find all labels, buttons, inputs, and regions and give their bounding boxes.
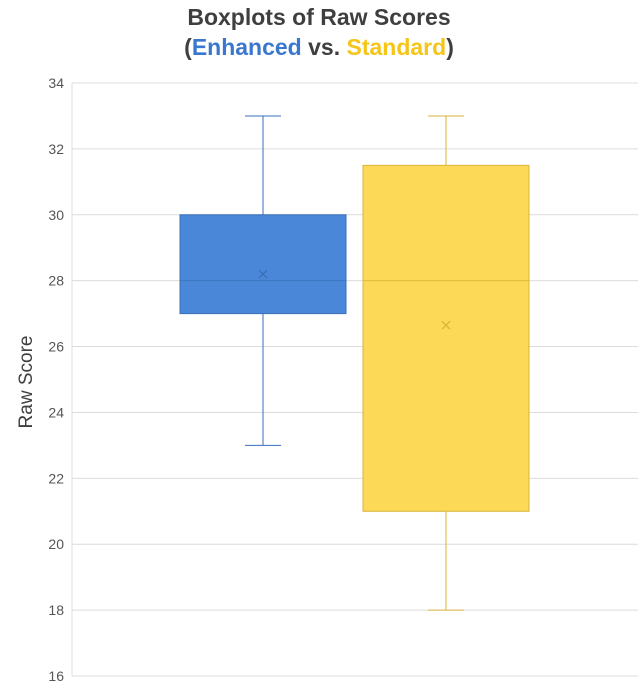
mean-marker-stroke-b (258, 269, 268, 279)
y-tick-16: 16 (48, 668, 64, 684)
box-standard (362, 115, 530, 611)
y-tick-30: 30 (48, 207, 64, 223)
close-paren: ) (446, 34, 454, 60)
y-tick-26: 26 (48, 339, 64, 355)
vs-label: vs. (301, 34, 347, 60)
y-tick-32: 32 (48, 141, 64, 157)
group-b-label: Standard (346, 34, 447, 60)
chart-title: Boxplots of Raw Scores (187, 4, 451, 30)
open-paren: ( (184, 34, 192, 60)
mean-marker-enhanced (258, 269, 268, 279)
y-tick-24: 24 (48, 404, 64, 420)
group-a-label: Enhanced (191, 34, 302, 60)
y-tick-34: 34 (48, 75, 64, 91)
y-tick-18: 18 (48, 602, 64, 618)
iqr-box-enhanced (179, 214, 347, 315)
box-series (179, 115, 530, 611)
chart-subtitle: (Enhanced vs. Standard) (0, 34, 638, 61)
mean-marker-standard (441, 320, 451, 330)
gridlines (71, 82, 638, 677)
y-tick-28: 28 (48, 273, 64, 289)
mean-marker-stroke-b (441, 320, 451, 330)
y-tick-20: 20 (48, 536, 64, 552)
y-tick-labels: 16 18 20 22 24 26 28 30 32 34 (48, 75, 64, 684)
y-tick-22: 22 (48, 470, 64, 486)
y-axis-label: Raw Score (16, 336, 37, 429)
iqr-box-standard (362, 164, 530, 512)
box-enhanced (179, 115, 347, 446)
